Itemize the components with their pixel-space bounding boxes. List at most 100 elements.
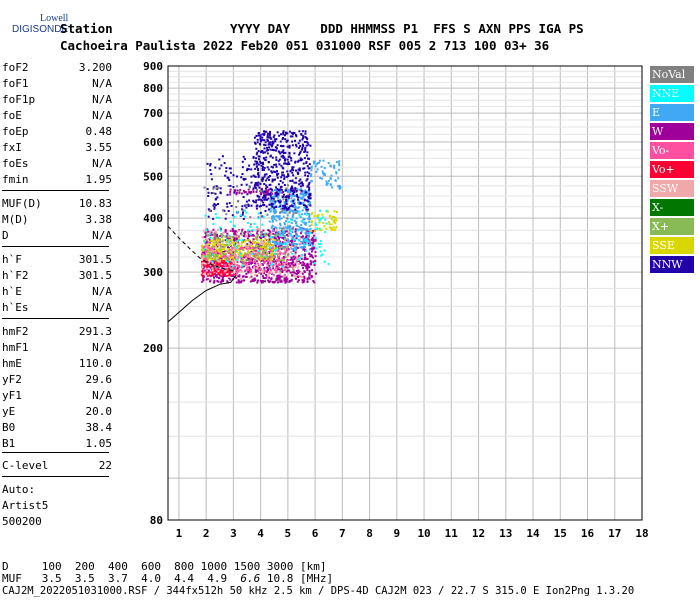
echo-point <box>295 258 298 261</box>
echo-point <box>310 166 313 169</box>
echo-point <box>256 234 259 237</box>
echo-point <box>242 211 244 214</box>
echo-point <box>292 131 295 134</box>
echo-point <box>294 249 297 252</box>
echo-point <box>273 280 276 283</box>
echo-point <box>227 240 229 243</box>
echo-point <box>206 243 209 246</box>
echo-point <box>299 178 302 181</box>
echo-point <box>261 139 264 141</box>
echo-point <box>205 250 208 253</box>
echo-point <box>296 256 298 259</box>
echo-point <box>279 264 282 267</box>
echo-point <box>258 258 261 261</box>
echo-point <box>299 188 302 191</box>
echo-point <box>244 158 246 161</box>
echo-point <box>237 265 240 268</box>
echo-point <box>278 274 281 277</box>
echo-point <box>302 135 305 138</box>
echo-point <box>279 152 282 155</box>
echo-point <box>291 231 294 234</box>
param-value: 0.48 <box>85 125 113 138</box>
echo-point <box>264 257 266 260</box>
echo-point <box>270 137 273 140</box>
echo-point <box>257 173 259 176</box>
echo-point <box>302 167 305 170</box>
echo-point <box>256 189 258 191</box>
echo-point <box>299 241 302 244</box>
echo-point <box>303 262 306 265</box>
echo-point <box>258 229 261 232</box>
echo-point <box>284 280 287 283</box>
param-value: 3.200 <box>78 61 112 74</box>
echo-point <box>253 277 256 280</box>
echo-point <box>212 264 215 267</box>
echo-point <box>230 250 232 253</box>
echo-point <box>272 214 275 217</box>
echo-point <box>248 245 251 248</box>
echo-point <box>203 248 206 251</box>
echo-point <box>238 247 241 250</box>
echo-point <box>204 261 207 264</box>
echo-point <box>215 231 218 234</box>
echo-point <box>264 159 267 162</box>
echo-point <box>323 225 326 228</box>
echo-point <box>337 177 340 180</box>
echo-point <box>305 140 308 143</box>
echo-point <box>271 236 274 239</box>
echo-point <box>201 265 204 268</box>
echo-point <box>283 235 286 237</box>
echo-point <box>270 196 273 199</box>
echo-point <box>230 274 233 277</box>
echo-point <box>304 248 307 251</box>
echo-point <box>302 204 305 207</box>
echo-point <box>230 239 233 242</box>
echo-point <box>242 196 245 198</box>
echo-point <box>284 206 287 209</box>
echo-point <box>249 216 252 219</box>
echo-point <box>268 134 271 136</box>
echo-point <box>233 190 236 192</box>
echo-point <box>255 153 258 156</box>
echo-point <box>293 238 295 241</box>
echo-point <box>323 260 326 263</box>
echo-point <box>253 266 256 269</box>
echo-point <box>299 145 302 148</box>
echo-point <box>216 245 219 248</box>
echo-point <box>269 148 272 151</box>
param-value: 301.5 <box>78 253 112 266</box>
echo-point <box>291 194 294 197</box>
echo-point <box>308 276 311 279</box>
echo-point <box>287 238 289 241</box>
echo-point <box>261 162 264 165</box>
echo-point <box>305 236 308 239</box>
echo-point <box>228 167 231 170</box>
echo-point <box>276 241 279 244</box>
echo-point <box>265 179 267 182</box>
echo-point <box>306 268 309 271</box>
echo-point <box>260 259 263 262</box>
echo-point <box>304 231 307 234</box>
echo-point <box>260 190 263 192</box>
echo-point <box>321 216 324 219</box>
echo-point <box>214 213 217 216</box>
echo-point <box>214 256 217 259</box>
echo-point <box>298 139 301 142</box>
echo-point <box>319 243 322 246</box>
echo-point <box>232 275 235 277</box>
echo-point <box>301 196 304 199</box>
echo-point <box>226 269 229 272</box>
param-value: N/A <box>92 157 112 170</box>
echo-point <box>283 204 286 207</box>
echo-point <box>292 213 295 216</box>
echo-point <box>253 185 256 188</box>
echo-point <box>281 257 284 260</box>
echo-point <box>225 262 228 264</box>
y-tick-label: 900 <box>143 60 163 73</box>
echo-point <box>262 250 265 252</box>
echo-point <box>299 238 302 241</box>
echo-point <box>203 269 206 272</box>
echo-point <box>247 229 249 232</box>
echo-point <box>304 132 307 135</box>
echo-point <box>311 231 314 234</box>
